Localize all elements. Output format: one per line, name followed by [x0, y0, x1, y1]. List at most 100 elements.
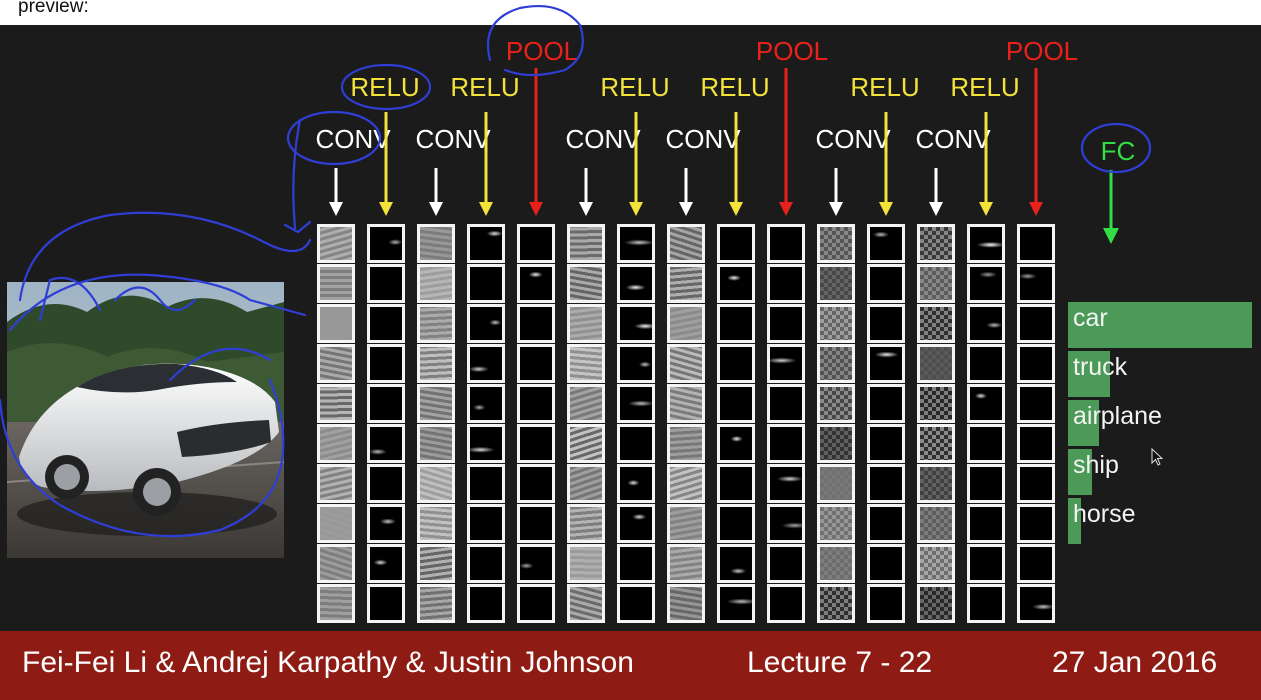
feature-map-cell — [667, 464, 705, 503]
layer-label-pool-5: POOL — [505, 36, 579, 66]
feature-map-cell — [517, 464, 555, 503]
layer-label-conv-3: CONV — [415, 124, 491, 154]
arrow-conv-3 — [429, 168, 443, 216]
feature-map-cell — [1017, 504, 1055, 543]
feature-map-cell — [467, 584, 505, 623]
feature-map-cell — [467, 424, 505, 463]
feature-map-cell — [467, 344, 505, 383]
footer-bar: Fei-Fei Li & Andrej Karpathy & Justin Jo… — [0, 631, 1261, 700]
feature-map-cell — [667, 264, 705, 303]
feature-map-cell — [717, 384, 755, 423]
feature-map-cell — [367, 424, 405, 463]
feature-map-cell — [517, 584, 555, 623]
feature-map-cell — [867, 504, 905, 543]
feature-map-cell — [367, 224, 405, 263]
feature-map-cell — [617, 544, 655, 583]
score-bar-horse — [1068, 498, 1081, 544]
feature-map-cell — [417, 344, 455, 383]
feature-map-cell — [967, 544, 1005, 583]
feature-map-cell — [367, 464, 405, 503]
feature-map-cell — [417, 544, 455, 583]
feature-map-cell — [1017, 584, 1055, 623]
arrow-conv-13 — [929, 168, 943, 216]
feature-map-cell — [717, 464, 755, 503]
feature-map-cell — [617, 384, 655, 423]
feature-map-cell — [317, 304, 355, 343]
feature-map-cell — [917, 264, 955, 303]
feature-map-cell — [517, 424, 555, 463]
feature-map-cell — [417, 424, 455, 463]
feature-map-cell — [1017, 544, 1055, 583]
feature-map-cell — [317, 504, 355, 543]
feature-map-cell — [717, 304, 755, 343]
mouse-pointer-icon — [1151, 448, 1164, 466]
feature-map-cell — [567, 304, 605, 343]
feature-map-cell — [617, 584, 655, 623]
feature-map-cell — [817, 384, 855, 423]
feature-map-cell — [617, 504, 655, 543]
feature-map-cell — [667, 504, 705, 543]
feature-map-cell — [367, 304, 405, 343]
feature-map-cell — [667, 424, 705, 463]
feature-map-cell — [1017, 464, 1055, 503]
feature-map-cell — [417, 224, 455, 263]
feature-map-cell — [967, 224, 1005, 263]
feature-map-cell — [617, 264, 655, 303]
feature-map-cell — [917, 424, 955, 463]
feature-map-cell — [767, 584, 805, 623]
top-bar: preview: — [0, 0, 1261, 25]
feature-map-cell — [717, 344, 755, 383]
feature-map-cell — [967, 464, 1005, 503]
feature-map-cell — [767, 424, 805, 463]
arrow-conv-11 — [829, 168, 843, 216]
feature-map-cell — [767, 344, 805, 383]
feature-map-cell — [667, 384, 705, 423]
feature-map-cell — [617, 424, 655, 463]
feature-map-cell — [767, 504, 805, 543]
feature-map-cell — [967, 424, 1005, 463]
feature-map-cell — [717, 424, 755, 463]
arrow-conv-1 — [329, 168, 343, 216]
feature-map-cell — [317, 384, 355, 423]
layer-label-relu-2: RELU — [350, 72, 420, 102]
footer-date: 27 Jan 2016 — [1052, 646, 1218, 679]
feature-map-cell — [567, 384, 605, 423]
feature-map-cell — [767, 264, 805, 303]
feature-map-cell — [917, 224, 955, 263]
arrow-conv-8 — [679, 168, 693, 216]
layer-label-relu-9: RELU — [700, 72, 770, 102]
layer-label-conv-6: CONV — [565, 124, 641, 154]
feature-map-cell — [917, 544, 955, 583]
feature-map-cell — [867, 424, 905, 463]
feature-map-cell — [617, 464, 655, 503]
feature-map-cell — [1017, 304, 1055, 343]
feature-map-cell — [867, 544, 905, 583]
score-label-ship: ship — [1073, 451, 1119, 479]
arrow-pool-5 — [529, 68, 543, 216]
feature-map-cell — [367, 584, 405, 623]
feature-map-cell — [867, 464, 905, 503]
feature-map-cell — [867, 224, 905, 263]
feature-map-cell — [567, 424, 605, 463]
preview-label: preview: — [18, 0, 89, 17]
feature-map-cell — [967, 304, 1005, 343]
feature-map-cell — [917, 584, 955, 623]
layer-label-relu-4: RELU — [450, 72, 520, 102]
feature-map-cell — [817, 424, 855, 463]
feature-map-cell — [317, 344, 355, 383]
feature-map-cell — [567, 224, 605, 263]
layer-label-relu-12: RELU — [850, 72, 920, 102]
feature-map-cell — [467, 224, 505, 263]
feature-map-cell — [967, 264, 1005, 303]
feature-map-cell — [417, 304, 455, 343]
feature-map-cell — [717, 584, 755, 623]
feature-map-cell — [667, 344, 705, 383]
feature-map-cell — [817, 264, 855, 303]
feature-map-cell — [367, 344, 405, 383]
feature-map-cell — [567, 344, 605, 383]
feature-map-cell — [367, 504, 405, 543]
feature-map-cell — [567, 264, 605, 303]
feature-map-cell — [817, 224, 855, 263]
feature-map-cell — [417, 464, 455, 503]
feature-map-cell — [417, 264, 455, 303]
